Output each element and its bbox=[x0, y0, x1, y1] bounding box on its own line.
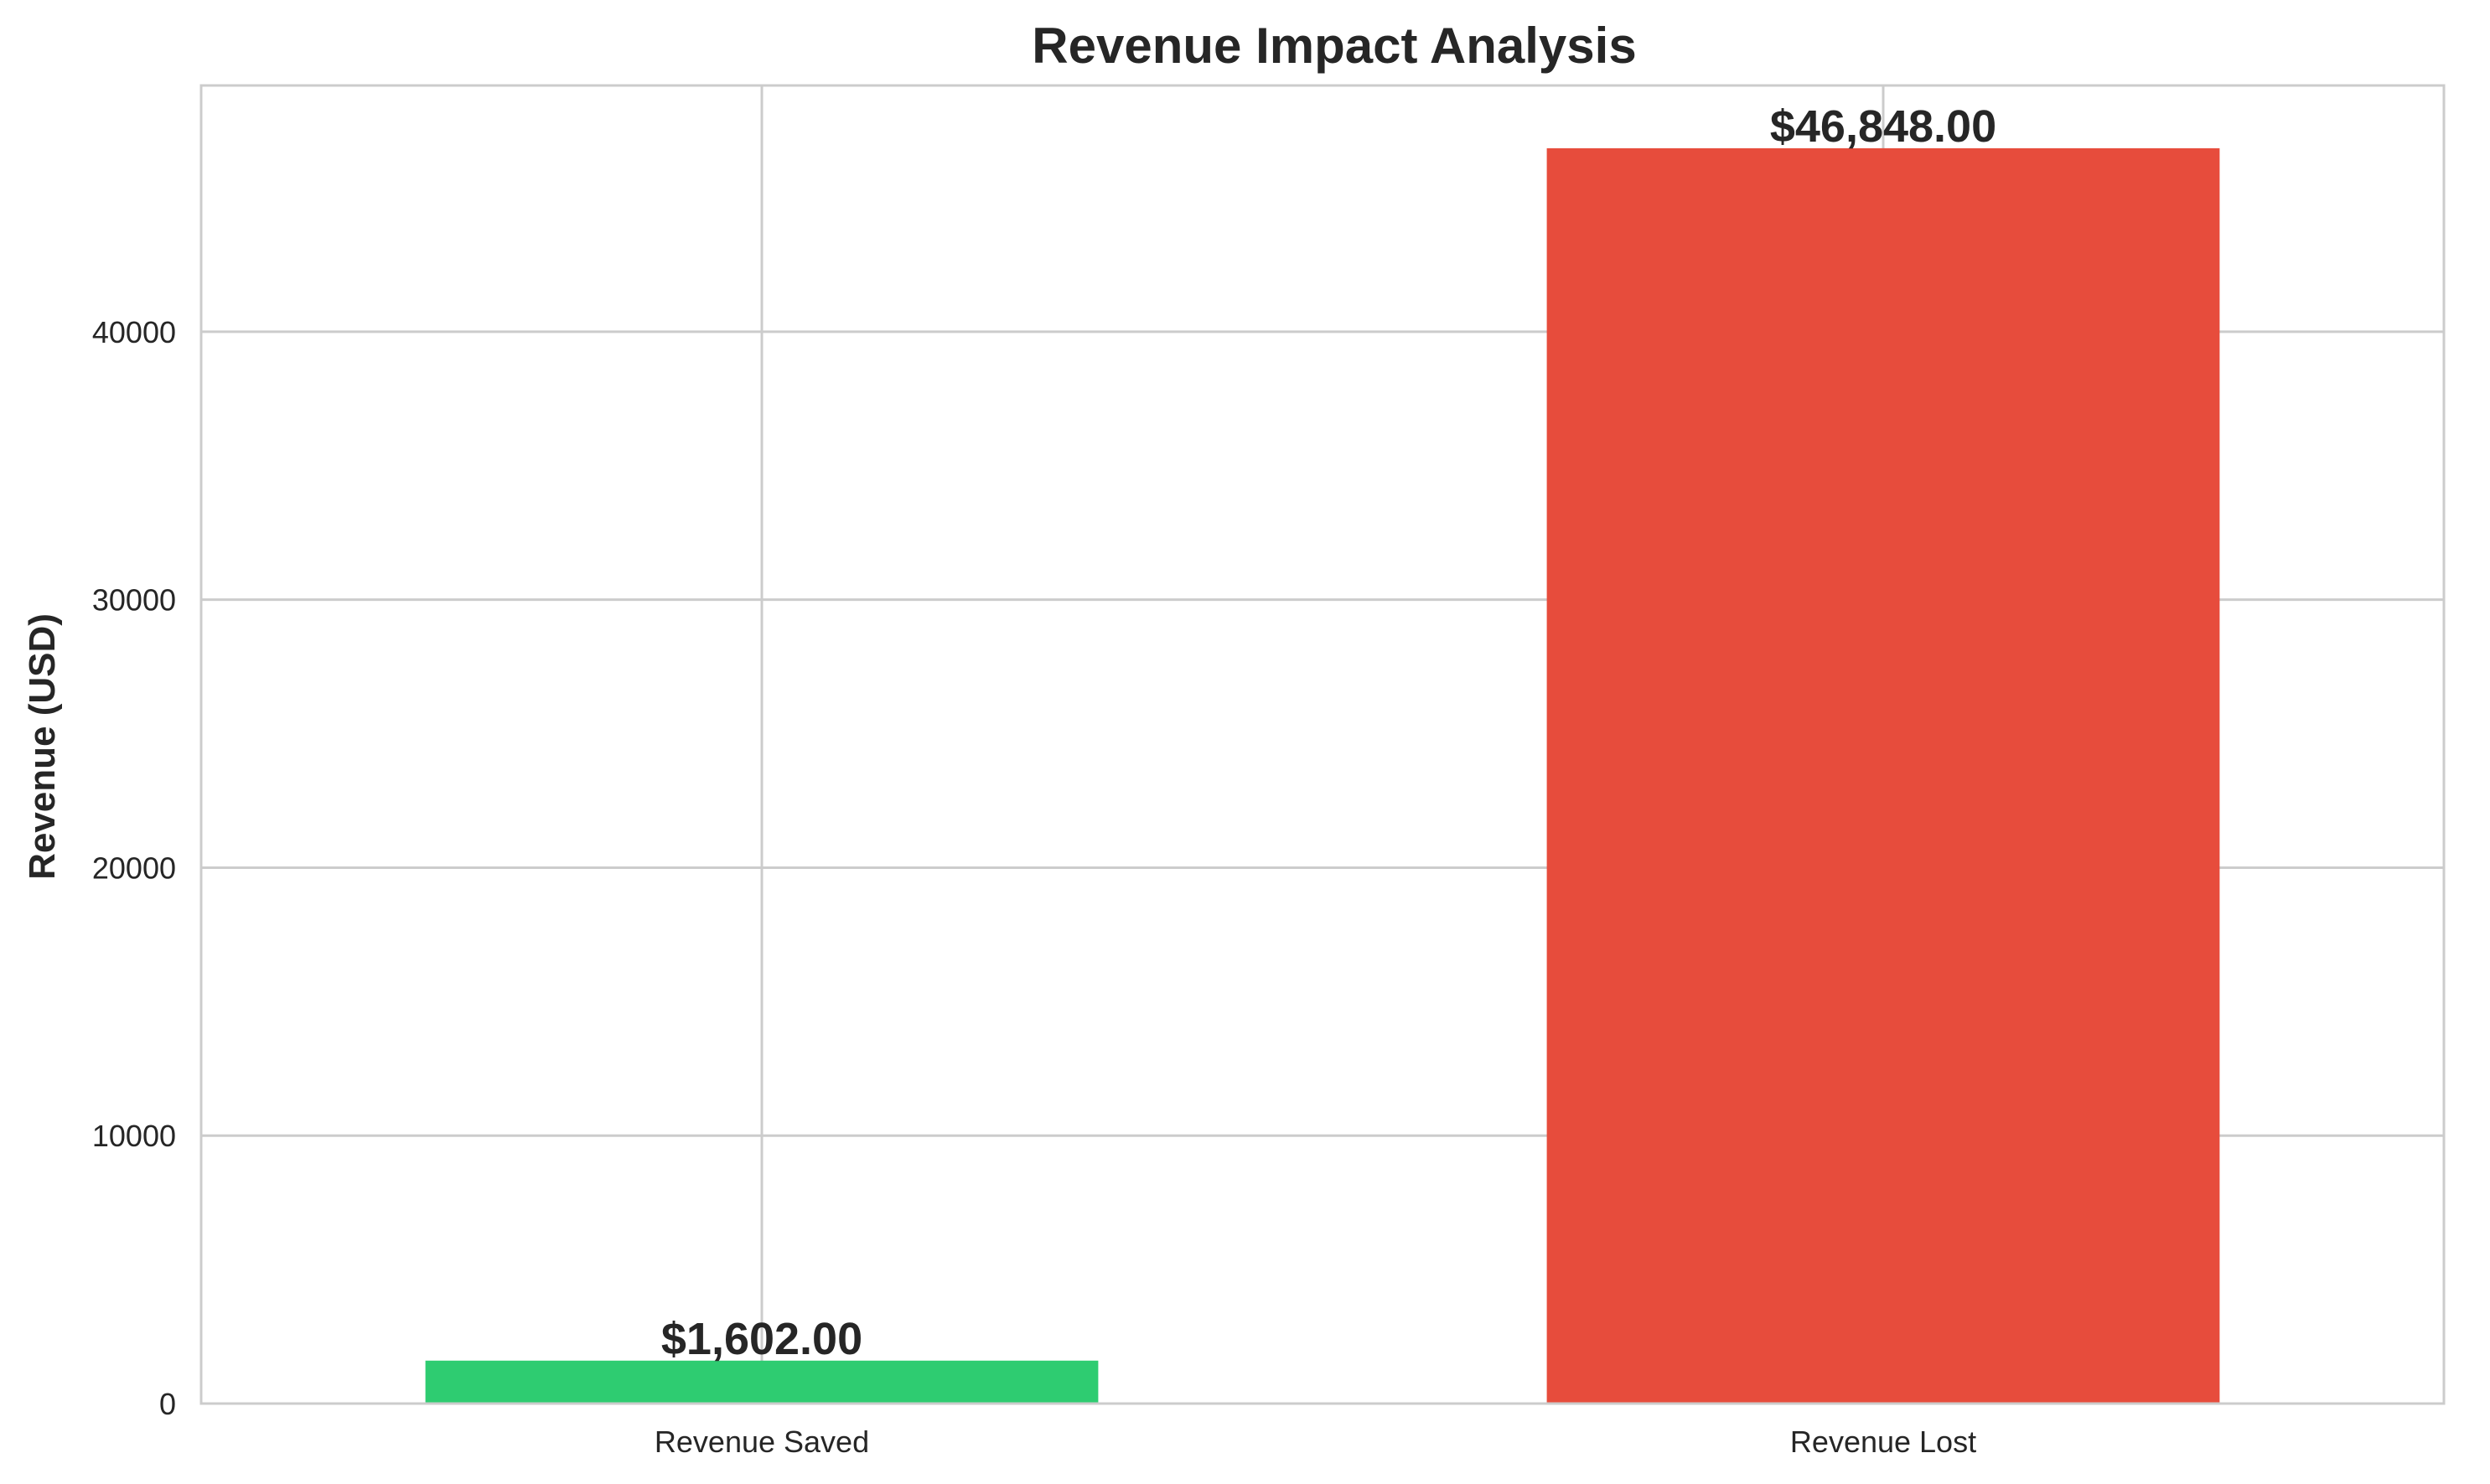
y-tick-label: 0 bbox=[159, 1387, 176, 1421]
y-axis-label: Revenue (USD) bbox=[22, 613, 63, 880]
y-tick-label: 10000 bbox=[92, 1119, 176, 1153]
x-tick-label: Revenue Lost bbox=[1790, 1425, 1976, 1459]
data-label: $1,602.00 bbox=[661, 1314, 862, 1364]
chart-title: Revenue Impact Analysis bbox=[1032, 18, 1636, 74]
bar-1 bbox=[425, 1360, 1099, 1404]
plot-frame bbox=[199, 84, 2446, 1405]
y-tick-label: 20000 bbox=[92, 851, 176, 885]
data-label: $46,848.00 bbox=[1770, 101, 1996, 152]
plot-area: 0 10000 20000 30000 40000 Revenue Saved Revenu… bbox=[92, 84, 2446, 1459]
x-tick-label: Revenue Saved bbox=[655, 1425, 869, 1459]
y-tick-label: 40000 bbox=[92, 315, 176, 349]
y-tick-label: 30000 bbox=[92, 583, 176, 618]
bar-2 bbox=[1546, 147, 2220, 1404]
